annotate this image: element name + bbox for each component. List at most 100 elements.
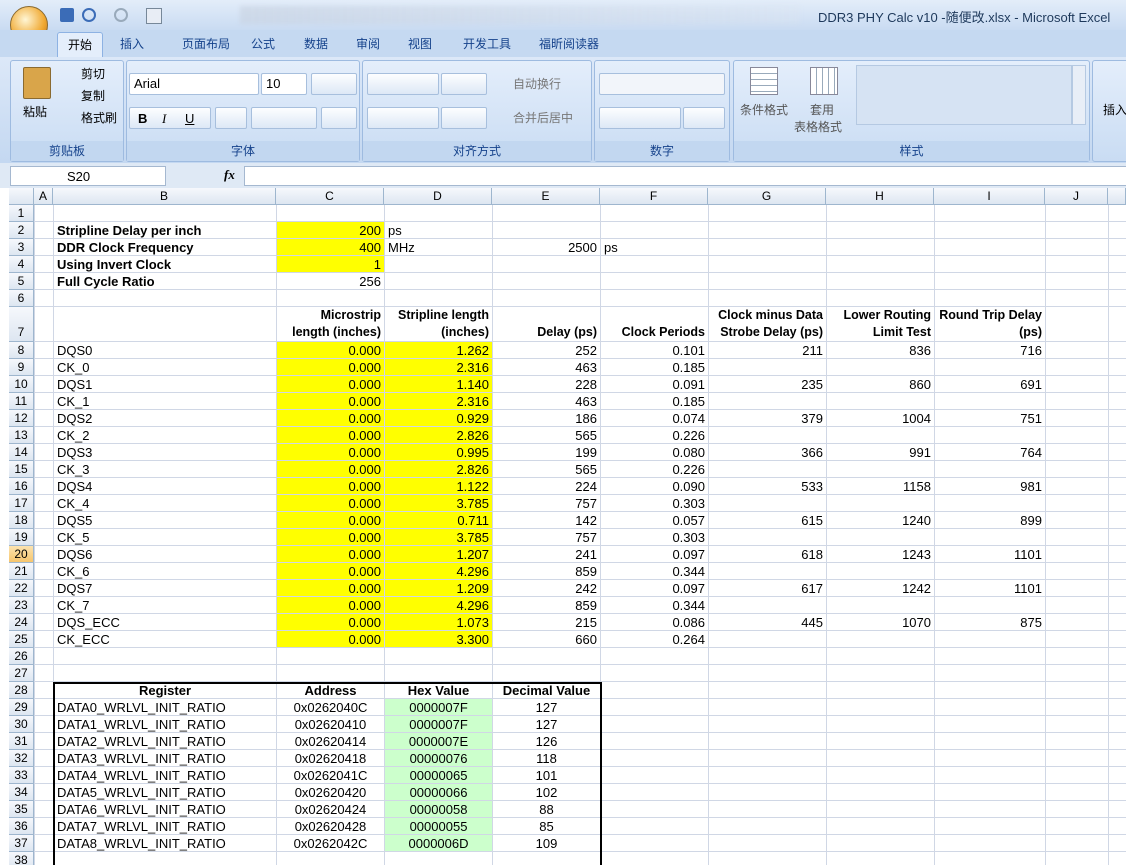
cell[interactable]: Full Cycle Ratio <box>57 274 155 289</box>
cell[interactable]: 102 <box>535 785 558 800</box>
column-header[interactable]: I <box>934 188 1045 205</box>
preview-icon[interactable] <box>146 8 162 24</box>
cell[interactable]: 0.344 <box>672 598 705 613</box>
cell[interactable]: 0x02620420 <box>294 785 367 800</box>
cell[interactable]: 0.000 <box>277 478 384 494</box>
font-name-box[interactable]: Arial <box>129 73 259 95</box>
cell[interactable]: 716 <box>1020 343 1042 358</box>
cell[interactable]: CK_6 <box>57 564 90 579</box>
row-header[interactable]: 13 <box>9 427 34 444</box>
cell[interactable]: Microstrip length (inches) <box>292 308 381 339</box>
cell[interactable]: 751 <box>1020 411 1042 426</box>
cell[interactable]: 2.316 <box>385 393 492 409</box>
cell[interactable]: 0x02620414 <box>294 734 367 749</box>
underline-button[interactable]: U <box>185 111 195 126</box>
row-header[interactable]: 33 <box>9 767 34 784</box>
row-header[interactable]: 16 <box>9 478 34 495</box>
cell[interactable]: 118 <box>536 751 557 766</box>
cell[interactable]: 00000065 <box>385 767 492 783</box>
cell[interactable]: 0.080 <box>672 445 705 460</box>
cell[interactable]: 211 <box>802 343 823 358</box>
cell[interactable]: DATA7_WRLVL_INIT_RATIO <box>57 819 226 834</box>
row-header[interactable]: 24 <box>9 614 34 631</box>
conditional-format-label[interactable]: 条件格式 <box>740 103 789 117</box>
cell[interactable]: 1070 <box>902 615 931 630</box>
row-header[interactable]: 18 <box>9 512 34 529</box>
horizontal-align-buttons[interactable] <box>367 107 439 129</box>
cell[interactable]: DATA8_WRLVL_INIT_RATIO <box>57 836 226 851</box>
cell[interactable]: Register <box>138 683 192 698</box>
cell[interactable]: 1.122 <box>385 478 492 494</box>
row-header[interactable]: 35 <box>9 801 34 818</box>
table-format-label[interactable]: 表格格式 <box>794 120 843 134</box>
cell[interactable]: 00000076 <box>385 750 492 766</box>
cell[interactable]: 0.000 <box>277 529 384 545</box>
cell[interactable]: 0x0262042C <box>293 836 368 851</box>
wrap-text[interactable]: 自动换行 <box>513 77 562 91</box>
row-header[interactable]: 3 <box>9 239 34 256</box>
cell[interactable]: 0.344 <box>672 564 705 579</box>
cell[interactable]: 0.000 <box>277 359 384 375</box>
cell[interactable]: MHz <box>388 240 415 255</box>
insert-label[interactable]: 插入 <box>1103 103 1126 117</box>
row-header[interactable]: 32 <box>9 750 34 767</box>
row-header[interactable]: 30 <box>9 716 34 733</box>
cell[interactable]: 0.000 <box>277 410 384 426</box>
cell[interactable]: 85 <box>539 819 554 834</box>
color-buttons[interactable] <box>251 107 317 129</box>
cell[interactable]: 256 <box>359 274 381 289</box>
formula-input[interactable] <box>244 166 1126 186</box>
cell[interactable]: DQS3 <box>57 445 93 460</box>
row-header[interactable]: 37 <box>9 835 34 852</box>
cell[interactable]: 1 <box>277 256 384 272</box>
cell[interactable]: 3.300 <box>385 631 492 647</box>
row-header[interactable]: 7 <box>9 307 34 342</box>
cell[interactable]: 757 <box>575 530 597 545</box>
indent-buttons[interactable] <box>441 107 487 129</box>
cell[interactable]: 0.074 <box>672 411 705 426</box>
cell[interactable]: 0.000 <box>277 563 384 579</box>
cell[interactable]: 445 <box>801 615 823 630</box>
ribbon-tab[interactable]: 福昕阅读器 <box>538 37 599 51</box>
cell[interactable]: 00000055 <box>385 818 492 834</box>
cell[interactable]: 2.826 <box>385 461 492 477</box>
table-format-icon[interactable] <box>810 67 838 95</box>
cell[interactable]: Stripline length (inches) <box>398 308 489 339</box>
cell[interactable]: CK_4 <box>57 496 90 511</box>
cell[interactable]: 618 <box>801 547 823 562</box>
cell[interactable]: 200 <box>277 222 384 238</box>
cell[interactable]: 3.785 <box>385 495 492 511</box>
cut-label[interactable]: 剪切 <box>81 67 106 81</box>
row-header[interactable]: 2 <box>9 222 34 239</box>
cell[interactable]: 0.091 <box>672 377 705 392</box>
cell[interactable]: 00000066 <box>385 784 492 800</box>
row-header[interactable]: 29 <box>9 699 34 716</box>
cell[interactable]: DQS0 <box>57 343 93 358</box>
cell[interactable]: DQS_ECC <box>57 615 120 630</box>
cell[interactable]: 242 <box>575 581 597 596</box>
row-header[interactable]: 17 <box>9 495 34 512</box>
cell[interactable]: 0.000 <box>277 393 384 409</box>
cell[interactable]: 463 <box>575 394 597 409</box>
row-header[interactable]: 23 <box>9 597 34 614</box>
cell[interactable]: 0.185 <box>672 394 705 409</box>
cell[interactable]: 142 <box>575 513 597 528</box>
column-header[interactable]: D <box>384 188 492 205</box>
cell[interactable]: 0.185 <box>672 360 705 375</box>
ribbon-tab[interactable]: 开发工具 <box>462 37 511 51</box>
cell[interactable]: 0.000 <box>277 461 384 477</box>
column-header[interactable]: J <box>1045 188 1108 205</box>
cell[interactable]: DQS2 <box>57 411 93 426</box>
ribbon-tab[interactable]: 审阅 <box>355 37 380 51</box>
cell[interactable]: 400 <box>277 239 384 255</box>
ribbon-tab[interactable]: 数据 <box>303 37 328 51</box>
cell[interactable]: DATA0_WRLVL_INIT_RATIO <box>57 700 226 715</box>
cell[interactable]: CK_3 <box>57 462 90 477</box>
cell[interactable]: 2500 <box>568 240 597 255</box>
ribbon-tab[interactable]: 视图 <box>407 37 432 51</box>
cell[interactable]: 0.000 <box>277 580 384 596</box>
cell[interactable]: 127 <box>535 700 558 715</box>
phonetic-button[interactable] <box>321 107 357 129</box>
ribbon-tab[interactable]: 插入 <box>119 37 144 51</box>
cell[interactable]: 215 <box>575 615 597 630</box>
